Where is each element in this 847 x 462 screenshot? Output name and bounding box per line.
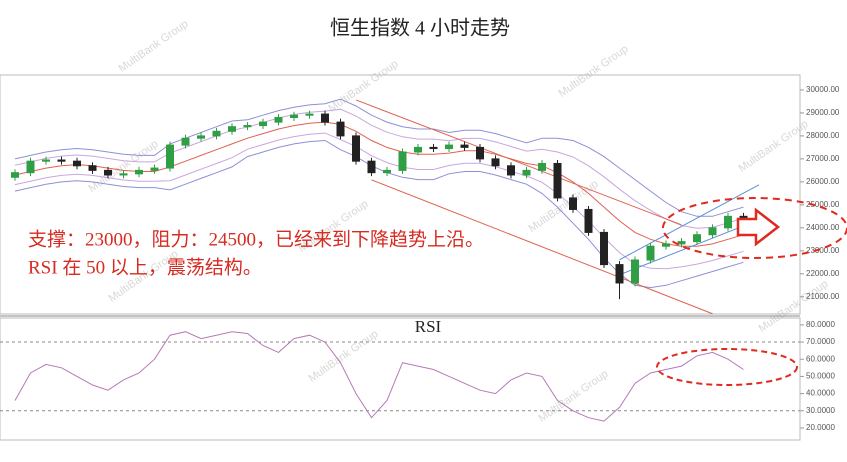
arrow [736, 207, 781, 247]
candle-body [259, 121, 267, 127]
band-line [14, 98, 744, 217]
candle-body [724, 215, 732, 229]
rsi-panel [0, 317, 801, 441]
highlight-ellipse [662, 197, 847, 259]
candle-body [398, 151, 407, 171]
y-tick-label: 24000.00 [806, 223, 840, 232]
candle-body [631, 259, 639, 284]
candle-body [677, 241, 686, 245]
highlight-ellipse [656, 348, 798, 386]
trend-line [355, 99, 682, 226]
y-tick-label: 22000.00 [806, 269, 840, 278]
y-tick-label: 30000.00 [806, 85, 840, 94]
watermark: MultiBank Group [307, 328, 381, 385]
candle-body [507, 165, 515, 176]
candle-body [42, 159, 50, 162]
watermark: MultiBank Group [537, 368, 611, 425]
band-line [14, 121, 744, 247]
candle-body [88, 165, 97, 171]
y-tick-label: 80.0000 [806, 320, 835, 329]
watermark: MultiBank Group [557, 43, 631, 100]
candle-body [553, 162, 562, 199]
y-tick-label: 40.0000 [806, 389, 835, 398]
candle-body [445, 144, 453, 150]
y-tick-label: 20.0000 [806, 423, 835, 432]
candle-body [135, 169, 143, 175]
candle-body [646, 245, 655, 261]
trend-line [619, 184, 760, 261]
candle-body [197, 135, 205, 139]
candle-body [321, 113, 329, 123]
candle-body [119, 173, 128, 176]
rsi-line [14, 331, 744, 422]
candle-body [181, 137, 190, 146]
chart-title: 恒生指数 4 小时走势 [330, 17, 510, 40]
candle-body [708, 227, 717, 236]
band-line [14, 108, 744, 229]
candle-body [336, 121, 345, 137]
candle-body [367, 160, 376, 174]
y-tick-label: 70.0000 [806, 337, 835, 346]
y-tick-label: 26000.00 [806, 177, 840, 186]
candle-body [584, 208, 593, 233]
candle-body [166, 144, 174, 169]
candle-body [212, 130, 221, 137]
y-tick-label: 50.0000 [806, 372, 835, 381]
y-tick-label: 60.0000 [806, 354, 835, 363]
rsi-plot: 20.0000 30.0000 40.0000 50.0000 60.0000 70.00… [0, 320, 835, 432]
candle-body [104, 169, 112, 176]
candle-body [615, 264, 624, 284]
candle-body [228, 126, 236, 132]
candle-body [11, 172, 19, 178]
y-tick-label: 23000.00 [806, 246, 840, 255]
annotation: RSI 在 50 以上，震荡结构。 [28, 256, 262, 278]
watermark: MultiBank Group [327, 58, 401, 115]
trend-line [619, 219, 760, 276]
candle-body [26, 160, 35, 174]
y-tick-label: 30.0000 [806, 406, 835, 415]
y-tick-label: 27000.00 [806, 154, 840, 163]
y-tick-label: 21000.00 [806, 292, 840, 301]
candle-body [352, 135, 360, 162]
candle-body [414, 146, 422, 153]
candle-body [491, 158, 500, 167]
price-plot: 21000.00 22000.00 23000.00 24000.00 25000.00… [11, 85, 840, 315]
candle-body [522, 169, 531, 176]
candle-body [243, 125, 252, 128]
y-tick-label: 25000.00 [806, 200, 840, 209]
annotation: 支撑：23000，阻力：24500，已经来到下降趋势上沿。 [28, 228, 484, 250]
candle-body [73, 160, 81, 167]
candle-body [569, 197, 577, 210]
candle-body [538, 162, 546, 171]
y-tick-label: 28000.00 [806, 131, 840, 140]
trend-line [371, 179, 713, 315]
candle-body [429, 146, 438, 150]
watermark: MultiBank Group [737, 118, 811, 175]
y-tick-label: 29000.00 [806, 108, 840, 117]
watermark: MultiBank Group [117, 18, 191, 75]
candle-body [305, 113, 314, 116]
candle-body [290, 114, 298, 119]
candle-body [600, 231, 608, 266]
candle-body [662, 243, 670, 247]
candle-body [150, 167, 159, 171]
band-line [14, 132, 744, 270]
candle-body [383, 169, 391, 174]
candle-body [57, 159, 66, 162]
candle-body [476, 146, 484, 160]
candle-body [693, 234, 701, 243]
candle-body [274, 117, 283, 123]
price-panel [0, 74, 801, 315]
rsi-title: RSI [415, 317, 442, 336]
candle-body [460, 144, 469, 148]
watermarks: MultiBank Group MultiBank Group MultiBank … [87, 18, 831, 425]
